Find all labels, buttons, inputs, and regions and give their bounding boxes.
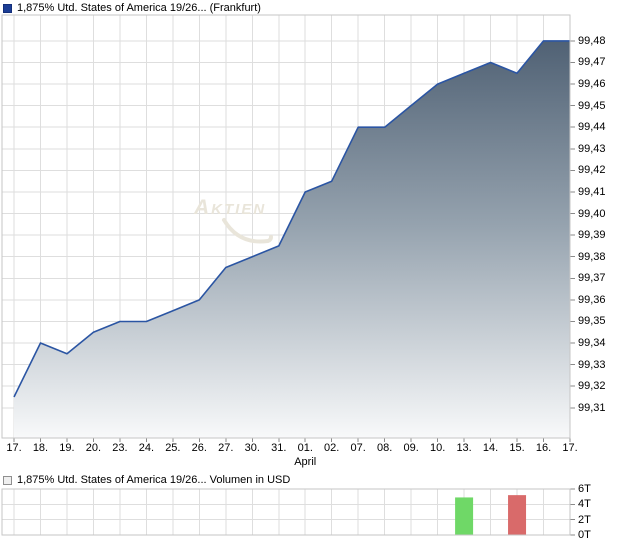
price-chart-legend: 1,875% Utd. States of America 19/26... (… [3, 2, 261, 14]
price-area [14, 40, 570, 439]
watermark: Aktien [193, 196, 273, 244]
price-line [13, 40, 570, 398]
volume-plot-border [1, 488, 571, 536]
price-plot-border [1, 14, 571, 439]
volume-chart-title: 1,875% Utd. States of America 19/26... V… [17, 474, 291, 486]
volume-series-swatch-icon [3, 475, 12, 485]
volume-bar [508, 495, 527, 535]
price-series-swatch-icon [3, 3, 12, 13]
volume-chart-legend: 1,875% Utd. States of America 19/26... V… [3, 474, 290, 486]
price-chart-title: 1,875% Utd. States of America 19/26... (… [17, 2, 261, 14]
axis-ticks [1, 14, 575, 536]
watermark-swoosh-icon [222, 218, 273, 244]
watermark-text: Aktien [193, 196, 266, 219]
chart-series [13, 40, 570, 535]
volume-bar [455, 497, 474, 535]
